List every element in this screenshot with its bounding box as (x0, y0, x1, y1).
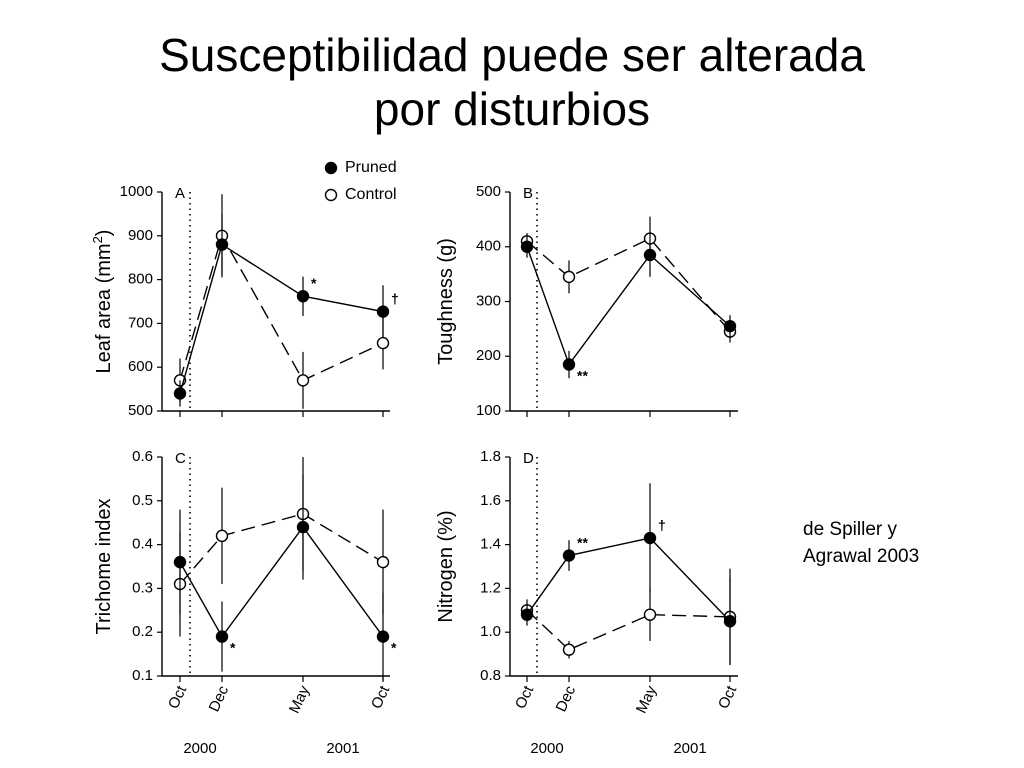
data-point-pruned (296, 520, 310, 534)
y-tick-label: 0.4 (132, 536, 153, 553)
year-label: 2000 (183, 740, 216, 757)
legend-marker (324, 161, 338, 175)
data-point-pruned (643, 248, 657, 262)
panel-c: C 0.1 0.2 0.3 0.4 0.5 0.6 Trichome index Oct Dec M… (93, 448, 397, 716)
panel-b: B 100 200 300 400 500 Toughness (g) ** (435, 183, 738, 419)
series-line-pruned (179, 243, 384, 394)
data-point-control (215, 529, 229, 543)
y-tick-label: 1000 (120, 183, 153, 200)
y-tick-label: 1.6 (480, 492, 501, 509)
legend-marker (324, 188, 338, 202)
y-axis-label: Toughness (g) (435, 238, 457, 365)
slide-title: Susceptibilidad puede ser alterada por d… (0, 28, 1024, 136)
x-tick-label: Oct (165, 682, 191, 711)
data-point-pruned (643, 531, 657, 545)
series-line-pruned (526, 246, 731, 366)
data-point-pruned (723, 615, 737, 628)
y-tick-label: 1.0 (480, 623, 501, 640)
data-point-pruned (562, 549, 576, 562)
series-line-pruned (526, 537, 731, 622)
data-point-control (562, 643, 576, 656)
year-label: 2001 (326, 740, 359, 757)
panel-letter: A (175, 185, 185, 202)
significance-mark: * (230, 640, 236, 656)
significance-mark: * (311, 275, 317, 291)
y-tick-label: 0.3 (132, 579, 153, 596)
y-tick-label: 0.2 (132, 623, 153, 640)
data-point-control (296, 374, 310, 387)
y-tick-label: 400 (476, 238, 501, 255)
y-tick-label: 0.6 (132, 448, 153, 465)
y-axis-label: Nitrogen (%) (435, 510, 457, 622)
y-tick-label: 700 (128, 314, 153, 331)
series-line-control (526, 237, 731, 333)
significance-mark: † (658, 517, 666, 533)
y-tick-label: 200 (476, 347, 501, 364)
y-tick-label: 900 (128, 227, 153, 244)
y-axis-label: Leaf area (mm2) (90, 230, 115, 374)
significance-mark: ** (577, 367, 588, 383)
citation-line2: Agrawal 2003 (803, 546, 920, 567)
series-line-pruned (179, 525, 384, 638)
y-tick-label: 1.8 (480, 448, 501, 465)
year-label: 2001 (673, 740, 706, 757)
x-tick-label: May (633, 683, 661, 716)
x-tick-label: May (286, 683, 314, 716)
legend-label: Control (345, 186, 397, 203)
slide-title-line2: por disturbios (373, 83, 651, 135)
year-label: 2000 (530, 740, 563, 757)
legend: Pruned Control (324, 159, 397, 203)
citation-line1: de Spiller y (803, 519, 897, 540)
panel-letter: D (523, 450, 534, 467)
data-point-pruned (562, 358, 576, 371)
data-point-pruned (520, 240, 534, 253)
slide-title-line1: Susceptibilidad puede ser alterada (159, 29, 865, 81)
y-tick-label: 0.1 (132, 667, 153, 684)
data-point-pruned (215, 238, 229, 251)
y-axis-label: Trichome index (93, 499, 115, 635)
panel-letter: B (523, 185, 533, 202)
significance-mark: † (391, 291, 399, 307)
data-point-pruned (173, 555, 187, 569)
x-tick-label: Oct (368, 682, 394, 711)
series-line-control (179, 234, 384, 382)
data-point-pruned (376, 630, 390, 643)
x-tick-label: Dec (553, 683, 580, 715)
y-tick-label: 1.2 (480, 579, 501, 596)
data-point-control (376, 336, 390, 350)
panel-letter: C (175, 450, 186, 467)
x-tick-label: Oct (512, 682, 538, 711)
data-point-pruned (723, 319, 737, 333)
data-point-control (643, 608, 657, 621)
panel-d: D 0.8 1.0 1.2 1.4 1.6 1.8 Nitrogen (%) Oct Dec May… (435, 448, 741, 716)
data-point-pruned (376, 305, 390, 318)
series-line-control (179, 513, 384, 585)
y-tick-label: 1.4 (480, 536, 501, 553)
data-point-control (562, 270, 576, 284)
data-point-pruned (173, 387, 187, 400)
y-tick-label: 600 (128, 358, 153, 375)
citation: de Spiller y Agrawal 2003 (803, 516, 919, 570)
series-line-control (526, 609, 731, 651)
y-tick-label: 100 (476, 402, 501, 419)
y-tick-label: 0.5 (132, 492, 153, 509)
y-tick-label: 0.8 (480, 667, 501, 684)
data-point-control (376, 555, 390, 569)
legend-label: Pruned (345, 159, 397, 176)
data-point-pruned (520, 608, 534, 621)
panel-a: A 500 600 700 800 900 1000 Leaf area (mm2) * † (90, 183, 399, 419)
y-tick-label: 500 (476, 183, 501, 200)
x-tick-label: Dec (206, 683, 233, 715)
y-tick-label: 800 (128, 271, 153, 288)
x-tick-label: Oct (715, 682, 741, 711)
y-tick-label: 500 (128, 402, 153, 419)
y-tick-label: 300 (476, 292, 501, 309)
data-point-pruned (296, 290, 310, 303)
significance-mark: ** (577, 535, 588, 551)
data-point-pruned (215, 630, 229, 643)
significance-mark: * (391, 640, 397, 656)
